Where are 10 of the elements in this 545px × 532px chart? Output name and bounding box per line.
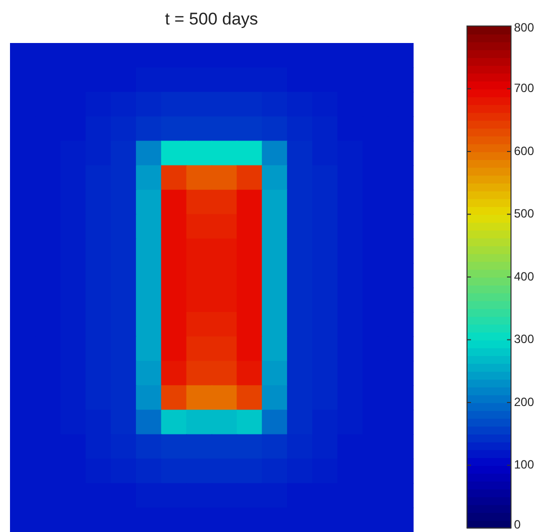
color-bar-label: 400 bbox=[514, 269, 534, 284]
color-bar-label: 200 bbox=[514, 394, 534, 409]
color-bar-label: 0 bbox=[514, 517, 521, 532]
chart-title: t = 500 days bbox=[164, 10, 258, 29]
color-bar-label: 800 bbox=[514, 20, 534, 34]
color-bar-label: 300 bbox=[514, 332, 534, 346]
color-bar-label: 100 bbox=[514, 458, 534, 472]
color-bar-label: 700 bbox=[514, 81, 534, 96]
color-bar-label: 500 bbox=[514, 206, 534, 221]
color-bar-label: 600 bbox=[514, 144, 534, 158]
